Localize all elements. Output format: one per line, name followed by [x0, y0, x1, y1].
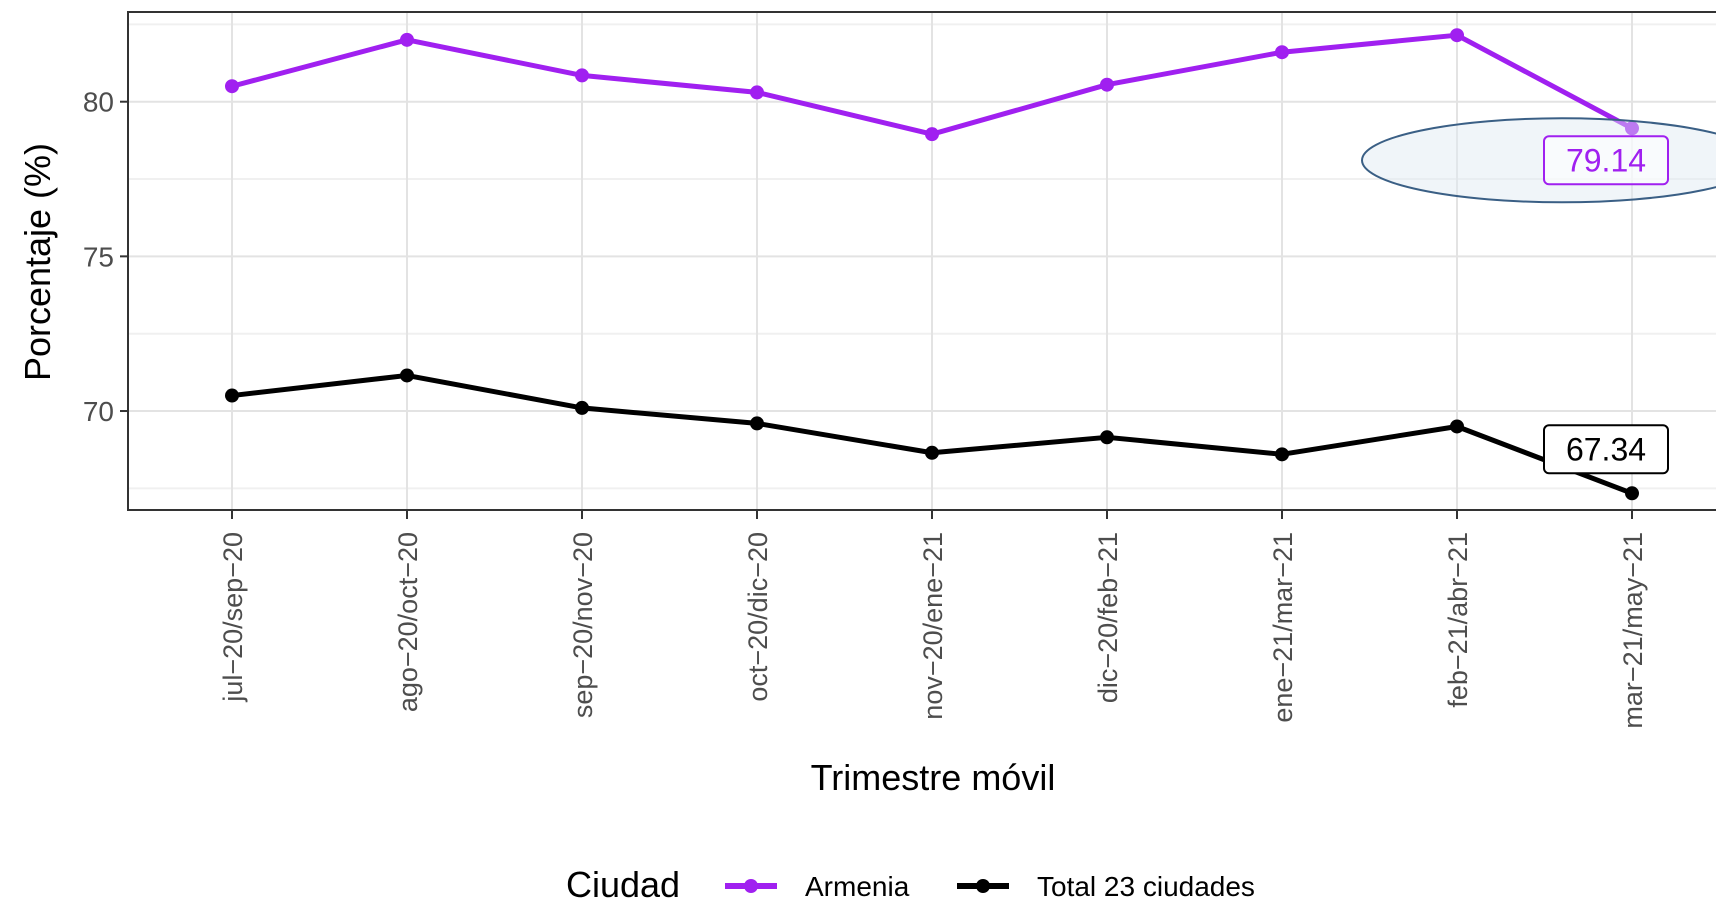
x-tick-label: nov−20/ene−21 — [918, 532, 948, 720]
series-point-0 — [925, 127, 939, 142]
x-tick-label: dic−20/feb−21 — [1093, 532, 1123, 703]
value-label: 79.14 — [1566, 142, 1646, 178]
series-point-1 — [1625, 486, 1639, 501]
x-tick-label: ago−20/oct−20 — [393, 532, 423, 712]
x-tick-label: feb−21/abr−21 — [1443, 532, 1473, 708]
series-point-1 — [1100, 430, 1114, 445]
y-tick-label: 70 — [83, 396, 114, 427]
series-point-0 — [575, 68, 589, 83]
value-label: 67.34 — [1566, 431, 1646, 467]
x-axis-title: Trimestre móvil — [811, 757, 1056, 798]
series-point-0 — [1625, 121, 1639, 136]
value-label-box — [1543, 424, 1669, 475]
plot-panel-border — [127, 11, 1716, 511]
legend-key-point — [744, 879, 758, 893]
series-point-0 — [1450, 28, 1464, 43]
series-point-0 — [400, 32, 414, 47]
series-point-1 — [1275, 447, 1289, 462]
axes: 70 75 80 jul−20/sep−20 ago−20/oct−20 sep−20/n… — [83, 87, 1648, 729]
y-axis-title: Porcentaje (%) — [17, 143, 58, 381]
series — [225, 28, 1639, 501]
series-point-1 — [925, 445, 939, 460]
value-label-box — [1543, 135, 1669, 186]
x-tick-label: jul−20/sep−20 — [218, 532, 248, 703]
series-point-0 — [1275, 45, 1289, 60]
series-point-0 — [750, 85, 764, 100]
series-point-0 — [225, 79, 239, 94]
annotations: 79.14 67.34 — [1361, 117, 1716, 475]
legend-key-point — [976, 879, 990, 893]
legend-item-label: Total 23 ciudades — [1037, 871, 1255, 902]
series-point-1 — [750, 416, 764, 431]
legend: Ciudad Armenia Total 23 ciudades — [566, 864, 1255, 905]
x-tick-label: sep−20/nov−20 — [568, 532, 598, 718]
y-tick-label: 80 — [83, 87, 114, 118]
legend-title: Ciudad — [566, 864, 680, 905]
x-tick-label: mar−21/may−21 — [1618, 532, 1648, 729]
x-tick-label: oct−20/dic−20 — [743, 532, 773, 702]
x-tick-label: ene−21/mar−21 — [1268, 532, 1298, 723]
series-point-1 — [225, 388, 239, 403]
series-point-0 — [1100, 77, 1114, 92]
series-point-1 — [1450, 419, 1464, 434]
series-point-1 — [400, 368, 414, 383]
series-point-1 — [575, 400, 589, 415]
y-tick-label: 75 — [83, 241, 114, 272]
legend-item-label: Armenia — [805, 871, 910, 902]
